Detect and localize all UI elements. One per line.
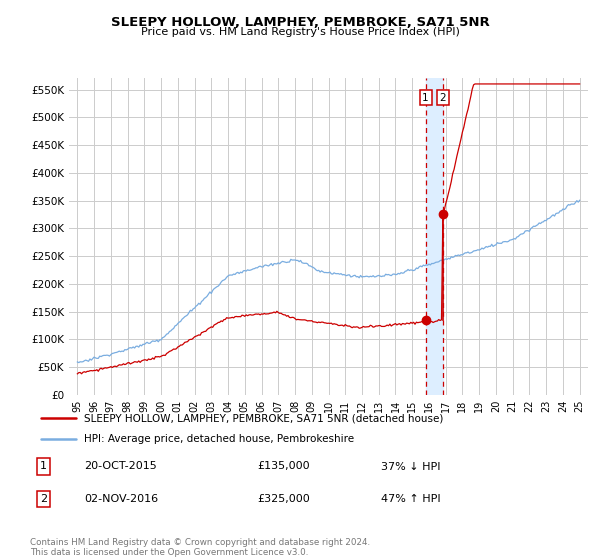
Text: SLEEPY HOLLOW, LAMPHEY, PEMBROKE, SA71 5NR: SLEEPY HOLLOW, LAMPHEY, PEMBROKE, SA71 5… [110, 16, 490, 29]
Text: 47% ↑ HPI: 47% ↑ HPI [381, 494, 440, 503]
Text: Price paid vs. HM Land Registry's House Price Index (HPI): Price paid vs. HM Land Registry's House … [140, 27, 460, 37]
Text: 37% ↓ HPI: 37% ↓ HPI [381, 461, 440, 472]
Text: HPI: Average price, detached house, Pembrokeshire: HPI: Average price, detached house, Pemb… [84, 434, 354, 444]
Text: 2: 2 [40, 494, 47, 503]
Text: £325,000: £325,000 [257, 494, 310, 503]
Text: SLEEPY HOLLOW, LAMPHEY, PEMBROKE, SA71 5NR (detached house): SLEEPY HOLLOW, LAMPHEY, PEMBROKE, SA71 5… [84, 413, 443, 423]
Text: Contains HM Land Registry data © Crown copyright and database right 2024.
This d: Contains HM Land Registry data © Crown c… [30, 538, 370, 557]
Text: £135,000: £135,000 [257, 461, 310, 472]
Text: 2: 2 [440, 93, 446, 103]
Text: 20-OCT-2015: 20-OCT-2015 [84, 461, 157, 472]
Text: 1: 1 [422, 93, 429, 103]
Bar [425, 78, 443, 395]
Text: 1: 1 [40, 461, 47, 472]
Text: 02-NOV-2016: 02-NOV-2016 [84, 494, 158, 503]
